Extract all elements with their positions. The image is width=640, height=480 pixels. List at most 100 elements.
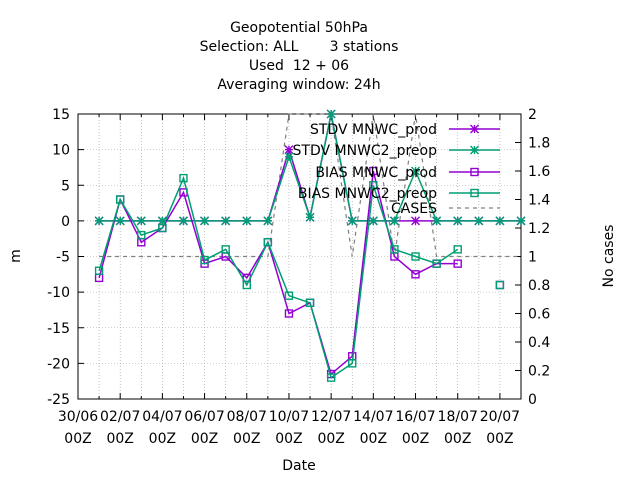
y2-tick-label: 1 xyxy=(528,250,537,266)
data-point xyxy=(263,238,273,247)
legend-entry: STDV MNWC_prod xyxy=(310,122,500,138)
data-point-stroke xyxy=(284,145,294,155)
x-axis-label: Date xyxy=(282,458,315,474)
x-tick-label: 00Z xyxy=(486,431,513,447)
y-tick-label: 10 xyxy=(52,143,70,159)
data-point xyxy=(348,359,357,368)
data-point xyxy=(94,266,104,275)
series-cases xyxy=(99,113,521,258)
data-point xyxy=(347,216,357,226)
data-point xyxy=(495,280,505,290)
data-point xyxy=(470,188,479,198)
x-tick-label: 12/07 xyxy=(311,409,351,425)
data-point xyxy=(453,216,463,226)
axes: -25 -20 -15 -10 -5 0 5 10 15 0 0.2 0.4 0.6 0.8 1 1.2 1.4… xyxy=(47,107,550,447)
data-point xyxy=(389,216,399,226)
legend: STDV MNWC_prod STDV MNWC2_preop BIAS MNWC_… xyxy=(293,122,500,217)
data-point xyxy=(368,216,378,226)
legend-entry: BIAS MNWC2_preop xyxy=(298,186,500,202)
data-point-stroke xyxy=(284,152,294,162)
x-tick-label: 00Z xyxy=(360,431,387,447)
x-tick-label: 18/07 xyxy=(438,409,478,425)
series-layer xyxy=(94,109,526,382)
data-point xyxy=(411,166,421,176)
data-point xyxy=(178,216,188,226)
data-point xyxy=(284,291,294,300)
data-point-stroke xyxy=(470,124,479,134)
legend-label: STDV MNWC2_preop xyxy=(293,143,438,159)
data-point xyxy=(411,252,420,261)
series-stdv-mnwc2-preop xyxy=(94,109,526,226)
y2-tick-label: 2 xyxy=(528,107,537,123)
data-point xyxy=(200,255,209,265)
data-point xyxy=(305,212,315,222)
data-point-stroke xyxy=(368,216,378,226)
legend-label: BIAS MNWC_prod xyxy=(315,165,437,181)
y2-tick-label: 0.2 xyxy=(528,364,550,380)
data-point xyxy=(390,245,399,254)
data-point-stroke xyxy=(115,216,125,226)
y2-tick-label: 1.2 xyxy=(528,221,550,237)
y2-tick-label: 1.4 xyxy=(528,193,550,209)
data-point-stroke xyxy=(347,216,357,226)
legend-label: CASES xyxy=(391,201,437,217)
data-point xyxy=(115,195,125,204)
chart-title-line: Selection: ALL 3 stations xyxy=(200,39,399,55)
data-point-stroke xyxy=(432,216,442,226)
data-point xyxy=(179,173,188,183)
data-point-stroke xyxy=(411,216,421,226)
data-point-stroke xyxy=(221,216,231,226)
data-point xyxy=(369,181,378,190)
chart-title-line: Used 12 + 06 xyxy=(249,58,349,74)
y-tick-label: -20 xyxy=(47,356,70,372)
y-tick-label: -15 xyxy=(47,321,70,337)
y2-tick-label: 1.6 xyxy=(528,164,550,180)
y-tick-label: 0 xyxy=(61,214,70,230)
legend-label: BIAS MNWC2_preop xyxy=(298,186,437,202)
y-tick-label: -5 xyxy=(56,250,70,266)
y2-tick-label: 1.8 xyxy=(528,136,550,152)
x-tick-label: 10/07 xyxy=(269,409,309,425)
x-tick-label: 00Z xyxy=(444,431,471,447)
data-point xyxy=(94,216,104,226)
data-point xyxy=(470,167,479,177)
series-line xyxy=(99,113,521,258)
legend-label: STDV MNWC_prod xyxy=(310,122,437,138)
chart-title: Geopotential 50hPa Selection: ALL 3 stat… xyxy=(200,20,399,93)
x-tick-label: 04/07 xyxy=(142,409,182,425)
y2-tick-label: 0.6 xyxy=(528,307,550,323)
data-point xyxy=(242,280,251,290)
chart-title-line: Averaging window: 24h xyxy=(217,77,380,93)
y-tick-label: -10 xyxy=(47,285,70,301)
data-point-stroke xyxy=(200,216,210,226)
x-tick-label: 00Z xyxy=(233,431,260,447)
data-point xyxy=(221,216,231,226)
x-tick-label: 00Z xyxy=(191,431,218,447)
x-tick-label: 30/06 xyxy=(58,409,98,425)
data-point-stroke xyxy=(470,145,479,155)
y-tick-label: 15 xyxy=(52,107,70,123)
data-point-stroke xyxy=(136,216,146,226)
data-point xyxy=(411,270,420,279)
x-tick-label: 00Z xyxy=(317,431,344,447)
data-point xyxy=(326,373,336,382)
data-point-stroke xyxy=(474,216,484,226)
data-point-stroke xyxy=(263,216,273,226)
data-point xyxy=(136,216,146,226)
x-tick-label: 00Z xyxy=(106,431,133,447)
x-tick-label: 00Z xyxy=(64,431,91,447)
data-point-stroke xyxy=(305,212,315,222)
data-point xyxy=(242,216,252,226)
data-point xyxy=(326,109,336,119)
x-tick-label: 00Z xyxy=(149,431,176,447)
y-tick-label: 5 xyxy=(61,178,70,194)
x-tick-label: 02/07 xyxy=(100,409,140,425)
data-point-stroke xyxy=(495,216,505,226)
data-point xyxy=(453,259,462,268)
data-point xyxy=(369,166,378,176)
data-point xyxy=(516,216,526,226)
data-point xyxy=(495,216,505,226)
data-point xyxy=(411,216,421,226)
x-tick-label: 20/07 xyxy=(480,409,520,425)
data-point xyxy=(470,124,479,134)
